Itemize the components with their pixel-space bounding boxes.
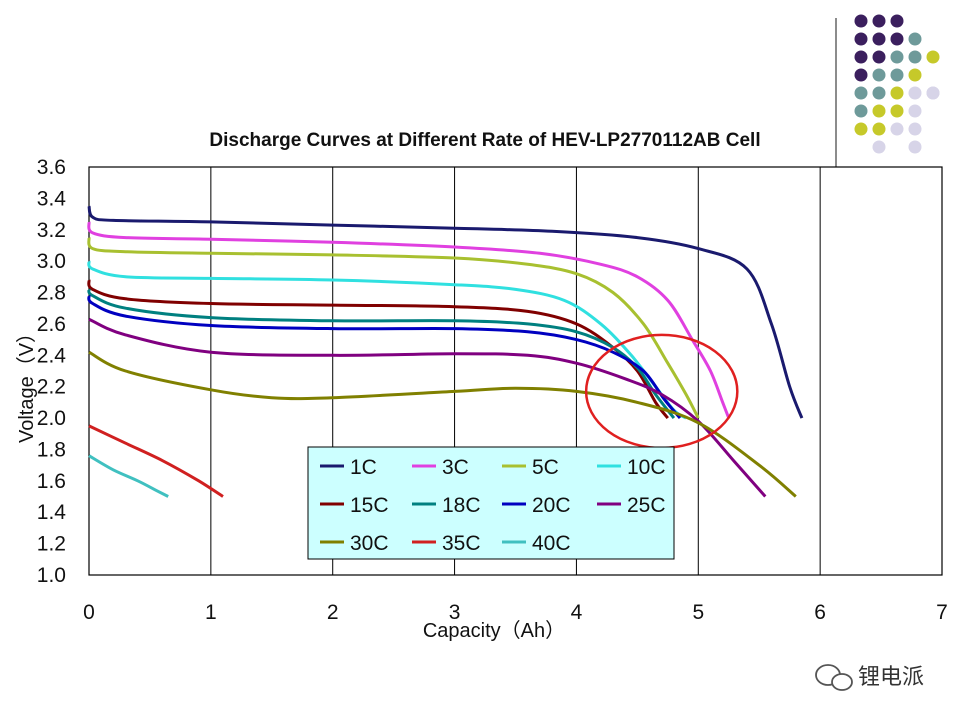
logo-dot [854,14,868,28]
y-tick-label: 3.2 [37,219,66,242]
logo-dot [908,32,922,46]
logo-dot [890,32,904,46]
legend-label: 25C [627,494,666,517]
logo-dot [890,104,904,118]
legend-label: 18C [442,494,481,517]
series-line-5C [87,237,700,419]
logo-dot [908,86,922,100]
x-tick-label: 1 [205,601,217,624]
watermark-text: 锂电派 [858,665,924,690]
series-line-1C [87,205,804,419]
logo-dot [854,104,868,118]
x-tick-label: 4 [571,601,583,624]
series-line-35C [88,424,224,498]
y-axis-label: Voltage（V） [15,323,38,443]
legend-label: 15C [350,494,389,517]
x-tick-labels: 0 1 2 3 4 5 6 7 [83,601,948,624]
series-lines [87,205,804,498]
y-tick-label: 3.6 [37,156,66,179]
logo-dot [872,122,886,136]
y-tick-labels: 1.0 1.2 1.4 1.6 1.8 2.0 2.2 2.4 2.6 2.8 3.0 3.2 3.4 3… [37,156,67,587]
dot-logo [854,14,940,154]
y-tick-label: 3.4 [37,187,67,210]
logo-dot [854,50,868,64]
legend-label: 30C [350,532,389,555]
series-line-15C [87,279,669,420]
logo-dot [854,86,868,100]
logo-dot [872,68,886,82]
y-tick-label: 1.6 [37,470,66,493]
x-tick-label: 5 [692,601,704,624]
series-line-30C [88,350,797,498]
logo-dot [908,50,922,64]
logo-dot [908,140,922,154]
logo-dot [908,122,922,136]
y-tick-label: 2.6 [37,313,66,336]
logo-dot [890,122,904,136]
legend-label: 5C [532,456,559,479]
logo-dot [926,50,940,64]
y-tick-label: 2.8 [37,282,66,305]
legend: 1C 3C 5C 10C 15C 18C 20C 25C 30C 35C 40C [320,456,666,555]
y-tick-label: 2.2 [37,376,66,399]
logo-dot [890,86,904,100]
logo-dot [872,104,886,118]
logo-dot [890,68,904,82]
logo-dot [854,68,868,82]
wechat-icon [815,664,853,691]
logo-dot [872,14,886,28]
legend-label: 3C [442,456,469,479]
y-tick-label: 2.0 [37,407,66,430]
y-tick-label: 2.4 [37,344,67,367]
logo-dot [854,122,868,136]
y-tick-label: 1.0 [37,564,66,587]
series-line-40C [88,454,169,498]
logo-dot [872,50,886,64]
logo-dot [908,68,922,82]
series-line-3C [87,221,731,419]
logo-dot [854,32,868,46]
legend-label: 10C [627,456,666,479]
logo-dot [890,14,904,28]
x-axis-label: Capacity（Ah） [423,619,565,642]
logo-dot [926,86,940,100]
y-tick-label: 1.4 [37,501,67,524]
x-tick-label: 2 [327,601,339,624]
y-tick-label: 1.8 [37,438,66,461]
logo-dot [890,50,904,64]
y-tick-label: 1.2 [37,533,66,556]
x-tick-label: 3 [449,601,461,624]
logo-dot [908,104,922,118]
legend-label: 1C [350,456,377,479]
chart-title: Discharge Curves at Different Rate of HE… [209,130,760,151]
y-tick-label: 3.0 [37,250,66,273]
series-line-20C [87,295,682,420]
x-tick-label: 7 [936,601,948,624]
legend-label: 40C [532,532,571,555]
legend-label: 35C [442,532,481,555]
logo-dot [872,32,886,46]
x-tick-label: 6 [814,601,826,624]
logo-dot [872,86,886,100]
legend-label: 20C [532,494,571,517]
x-tick-label: 0 [83,601,95,624]
logo-dot [872,140,886,154]
